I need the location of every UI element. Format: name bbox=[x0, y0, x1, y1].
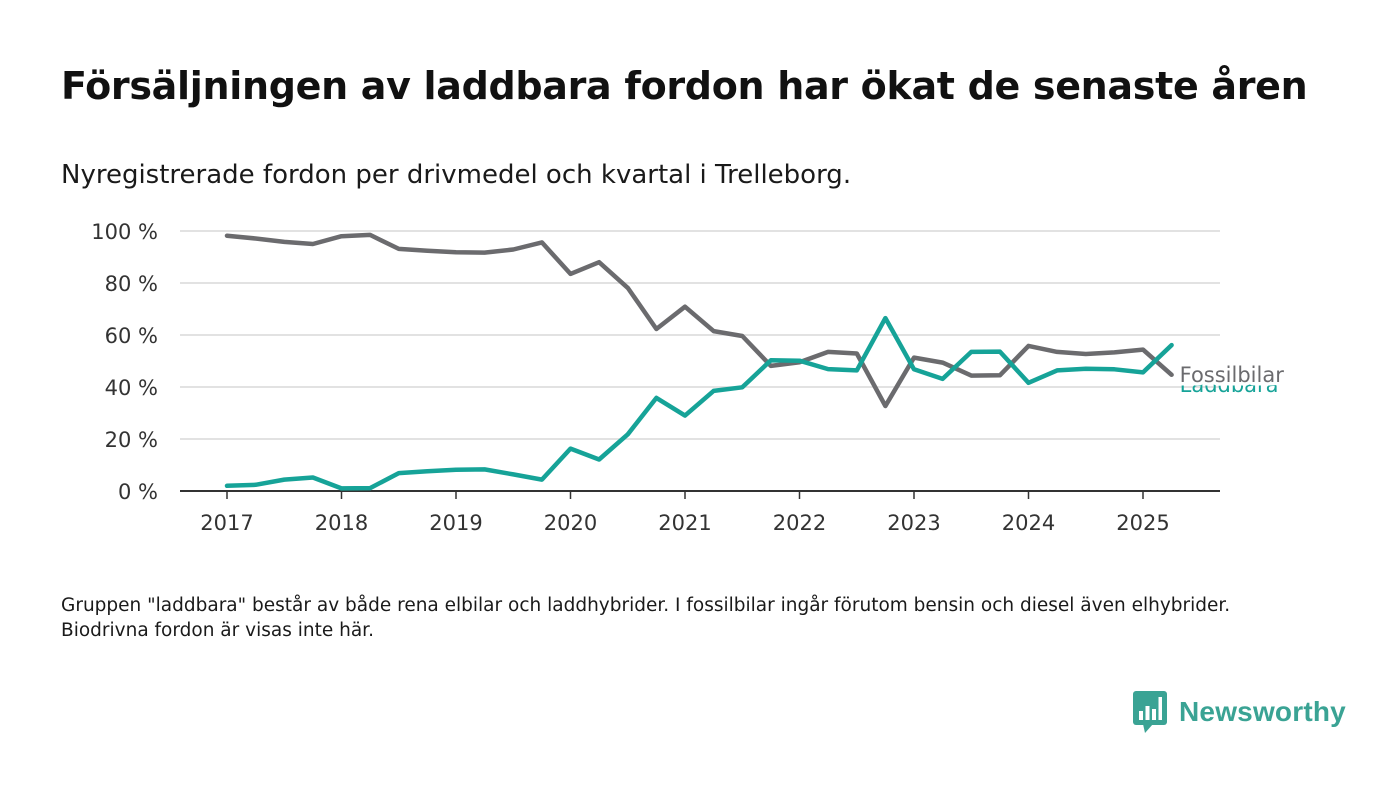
chart-title: Försäljningen av laddbara fordon har öka… bbox=[61, 64, 1308, 108]
y-tick-label: 60 % bbox=[105, 324, 158, 348]
series-lines bbox=[224, 232, 1174, 491]
y-tick-label: 20 % bbox=[105, 428, 158, 452]
x-axis-ticks: 2017 2018 2019 2020 2021 2022 2023 2024 2025 bbox=[200, 491, 1170, 535]
x-tick-label: 2017 bbox=[200, 511, 253, 535]
series-line-laddbara bbox=[224, 315, 1174, 491]
y-tick-label: 100 % bbox=[91, 220, 158, 244]
chart-subtitle: Nyregistrerade fordon per drivmedel och … bbox=[61, 160, 852, 190]
y-axis-tick-labels: 0 % 20 % 40 % 60 % 80 % 100 % bbox=[91, 220, 158, 504]
y-tick-label: 40 % bbox=[105, 376, 158, 400]
newsworthy-bar-chart-icon bbox=[1133, 691, 1167, 733]
x-tick-label: 2020 bbox=[544, 511, 597, 535]
newsworthy-logo[interactable]: Newsworthy bbox=[1133, 691, 1346, 733]
y-tick-label: 0 % bbox=[118, 480, 158, 504]
footnote: Gruppen "laddbara" består av både rena e… bbox=[61, 595, 1231, 641]
x-tick-label: 2024 bbox=[1002, 511, 1055, 535]
series-end-label: Fossilbilar bbox=[1180, 363, 1285, 387]
series-line-fossilbilar bbox=[224, 232, 1174, 409]
brand-name: Newsworthy bbox=[1179, 696, 1346, 727]
gridlines bbox=[180, 230, 1220, 492]
x-tick-label: 2025 bbox=[1116, 511, 1169, 535]
x-tick-label: 2018 bbox=[315, 511, 368, 535]
x-tick-label: 2019 bbox=[429, 511, 482, 535]
x-tick-label: 2022 bbox=[773, 511, 826, 535]
series-end-label: Laddbara bbox=[1180, 373, 1279, 397]
x-tick-label: 2023 bbox=[887, 511, 940, 535]
x-tick-label: 2021 bbox=[658, 511, 711, 535]
y-tick-label: 80 % bbox=[105, 272, 158, 296]
